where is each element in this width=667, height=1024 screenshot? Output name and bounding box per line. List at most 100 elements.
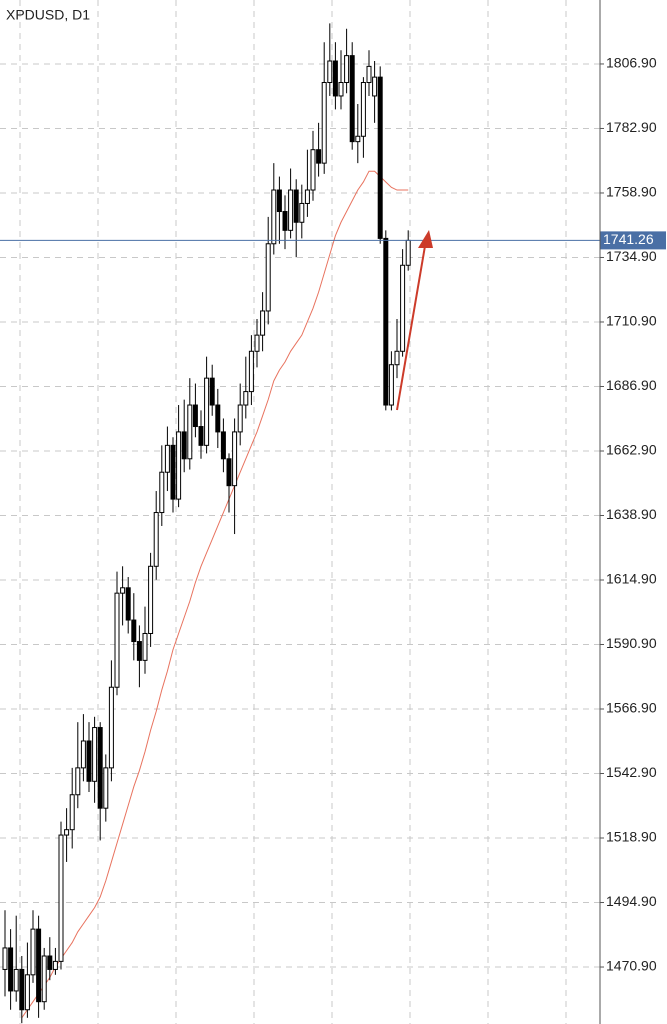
candle-body	[310, 149, 316, 191]
candle-body	[114, 592, 120, 688]
candle-body	[181, 431, 187, 460]
candle-body	[215, 404, 221, 433]
candle-body	[349, 55, 355, 143]
candle-body	[220, 431, 226, 460]
price-axis: 1470.90 1494.90 1518.90 1542.90 1566.90 1590.…	[600, 55, 657, 974]
y-tick-label: 1710.90	[606, 313, 657, 329]
candle-body	[198, 426, 204, 446]
candle-body	[69, 794, 75, 831]
candle-body	[86, 740, 92, 782]
time-grid	[19, 0, 567, 1024]
y-tick-label: 1614.90	[606, 571, 657, 587]
candle-body	[344, 55, 350, 84]
candle-body	[80, 740, 86, 769]
candle-body	[131, 619, 137, 643]
moving-average	[21, 170, 409, 1019]
candle-body	[338, 82, 344, 97]
candle-body	[176, 431, 182, 500]
candle-body	[75, 767, 81, 796]
candle-body	[159, 471, 165, 514]
candle-body	[377, 76, 383, 239]
y-tick-label: 1638.90	[606, 506, 657, 522]
candle-body	[108, 686, 114, 769]
candle-body	[293, 189, 299, 223]
candles	[2, 23, 411, 1024]
candle-body	[192, 404, 198, 428]
price-grid	[0, 63, 600, 968]
candle-body	[400, 264, 406, 352]
candle-body	[282, 211, 288, 231]
candle-body	[142, 632, 148, 661]
y-tick-label: 1806.90	[606, 55, 657, 71]
candle-body	[355, 135, 361, 143]
y-tick-label: 1542.90	[606, 764, 657, 780]
candle-body	[41, 955, 47, 1003]
candle-body	[394, 350, 400, 366]
candle-body	[332, 60, 338, 97]
candle-body	[276, 189, 282, 213]
candle-body	[288, 189, 294, 231]
candle-body	[97, 727, 103, 809]
candle-body	[187, 404, 193, 460]
candle-body	[52, 960, 58, 970]
candle-body	[30, 928, 36, 976]
candle-body	[58, 834, 64, 962]
candle-body	[265, 243, 271, 312]
arrow-head	[418, 230, 433, 248]
y-tick-label: 1782.90	[606, 119, 657, 135]
candle-body	[316, 149, 322, 164]
candle-body	[148, 565, 154, 634]
candle-body	[232, 431, 238, 487]
candle-body	[366, 65, 372, 84]
y-tick-label: 1566.90	[606, 700, 657, 716]
candle-body	[254, 334, 260, 352]
candle-body	[2, 947, 8, 970]
y-tick-label: 1470.90	[606, 958, 657, 974]
candle-body	[92, 727, 98, 782]
price-label: 1741.26	[603, 231, 654, 247]
ma-line	[21, 170, 409, 1019]
y-tick-label: 1662.90	[606, 442, 657, 458]
candle-body	[125, 587, 131, 621]
candle-body	[327, 60, 333, 84]
y-tick-label: 1494.90	[606, 893, 657, 909]
candle-body	[299, 202, 305, 223]
candle-body	[19, 968, 25, 1011]
y-tick-label: 1758.90	[606, 184, 657, 200]
candle-body	[260, 310, 266, 336]
candle-body	[153, 512, 159, 567]
candle-body	[36, 928, 42, 1003]
price-label-box	[600, 231, 666, 250]
candle-body	[8, 947, 14, 992]
y-tick-label: 1734.90	[606, 248, 657, 264]
chart-title: XPDUSD, D1	[6, 7, 90, 23]
price-line-group: 1741.26	[0, 231, 666, 250]
candle-body	[304, 189, 310, 204]
y-tick-label: 1518.90	[606, 829, 657, 845]
candle-body	[13, 968, 19, 992]
candle-body	[388, 364, 394, 406]
candle-body	[170, 444, 176, 500]
annotation-arrow	[396, 230, 433, 411]
candle-body	[237, 404, 243, 433]
candle-body	[64, 829, 70, 836]
candle-body	[226, 458, 232, 487]
y-tick-label: 1590.90	[606, 635, 657, 651]
candle-body	[248, 350, 254, 393]
candle-body	[103, 767, 109, 809]
candle-body	[243, 391, 249, 406]
candle-body	[204, 377, 210, 446]
candle-body	[360, 82, 366, 137]
candle-body	[209, 377, 215, 406]
candle-body	[120, 587, 126, 594]
candle-body	[136, 641, 142, 661]
arrow-shaft	[396, 245, 426, 411]
candle-body	[47, 955, 53, 970]
candle-body	[405, 239, 411, 266]
candle-body	[24, 974, 30, 1011]
y-tick-label: 1686.90	[606, 377, 657, 393]
candle-body	[164, 444, 170, 473]
candle-body	[321, 82, 327, 164]
